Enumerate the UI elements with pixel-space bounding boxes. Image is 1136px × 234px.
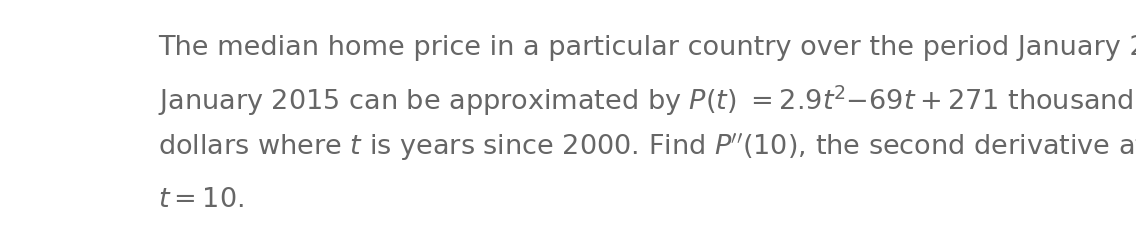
- Text: The median home price in a particular country over the period January 2010 to: The median home price in a particular co…: [158, 35, 1136, 61]
- Text: $\mathbf{\mathit{t}} = 10$.: $\mathbf{\mathit{t}} = 10$.: [158, 187, 244, 213]
- Text: January 2015 can be approximated by $\mathbf{\mathit{P}}(\mathbf{\mathit{t}})$ $: January 2015 can be approximated by $\ma…: [158, 83, 1134, 117]
- Text: dollars where $\mathbf{\mathit{t}}$ is years since 2000. Find $\mathbf{\mathit{P: dollars where $\mathbf{\mathit{t}}$ is y…: [158, 131, 1136, 163]
